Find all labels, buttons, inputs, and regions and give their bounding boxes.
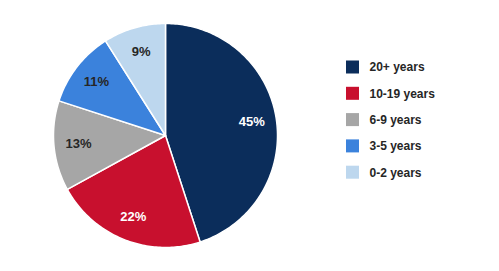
svg-text:6-9 years: 6-9 years [370, 113, 422, 127]
svg-text:10-19 years: 10-19 years [370, 87, 436, 101]
svg-text:13%: 13% [66, 136, 92, 151]
svg-text:9%: 9% [132, 44, 151, 59]
svg-text:20+ years: 20+ years [370, 60, 425, 74]
svg-text:11%: 11% [84, 74, 110, 89]
svg-text:45%: 45% [239, 114, 265, 129]
svg-text:0-2 years: 0-2 years [370, 166, 422, 180]
svg-text:22%: 22% [120, 209, 146, 224]
svg-text:3-5 years: 3-5 years [370, 139, 422, 153]
